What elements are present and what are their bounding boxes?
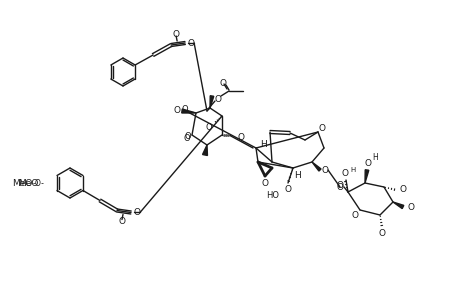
Text: O: O [378, 230, 385, 238]
Text: O: O [118, 217, 125, 226]
Text: ···: ··· [224, 133, 231, 139]
Polygon shape [311, 162, 320, 171]
Text: O: O [336, 182, 343, 191]
Text: O: O [205, 122, 212, 131]
Text: O: O [172, 29, 179, 38]
Text: O: O [351, 211, 358, 220]
Text: O: O [341, 169, 348, 178]
Text: O: O [321, 166, 328, 175]
Text: MeO: MeO [18, 178, 39, 188]
Text: H: H [350, 167, 355, 173]
Text: O: O [133, 208, 140, 217]
Text: O: O [173, 106, 180, 115]
Text: -O-: -O- [33, 178, 45, 188]
Polygon shape [210, 96, 213, 108]
Text: O: O [398, 185, 406, 194]
Text: O: O [284, 185, 291, 194]
Text: O: O [237, 133, 244, 142]
Text: O: O [336, 181, 343, 190]
Text: O: O [184, 131, 191, 140]
Text: O: O [181, 104, 188, 113]
Text: MeO: MeO [12, 178, 33, 188]
Polygon shape [202, 145, 207, 155]
Text: O: O [183, 134, 190, 142]
Text: H: H [260, 140, 267, 148]
Text: H: H [294, 170, 301, 179]
Polygon shape [181, 109, 196, 113]
Text: HO: HO [265, 191, 279, 200]
Text: O: O [364, 158, 371, 167]
Polygon shape [364, 170, 368, 183]
Polygon shape [392, 202, 403, 208]
Text: O: O [219, 79, 226, 88]
Text: O: O [318, 124, 325, 133]
Text: H: H [371, 152, 377, 161]
Text: O: O [261, 178, 268, 188]
Text: O: O [187, 38, 194, 47]
Text: O: O [214, 94, 221, 103]
Text: O: O [407, 202, 414, 211]
